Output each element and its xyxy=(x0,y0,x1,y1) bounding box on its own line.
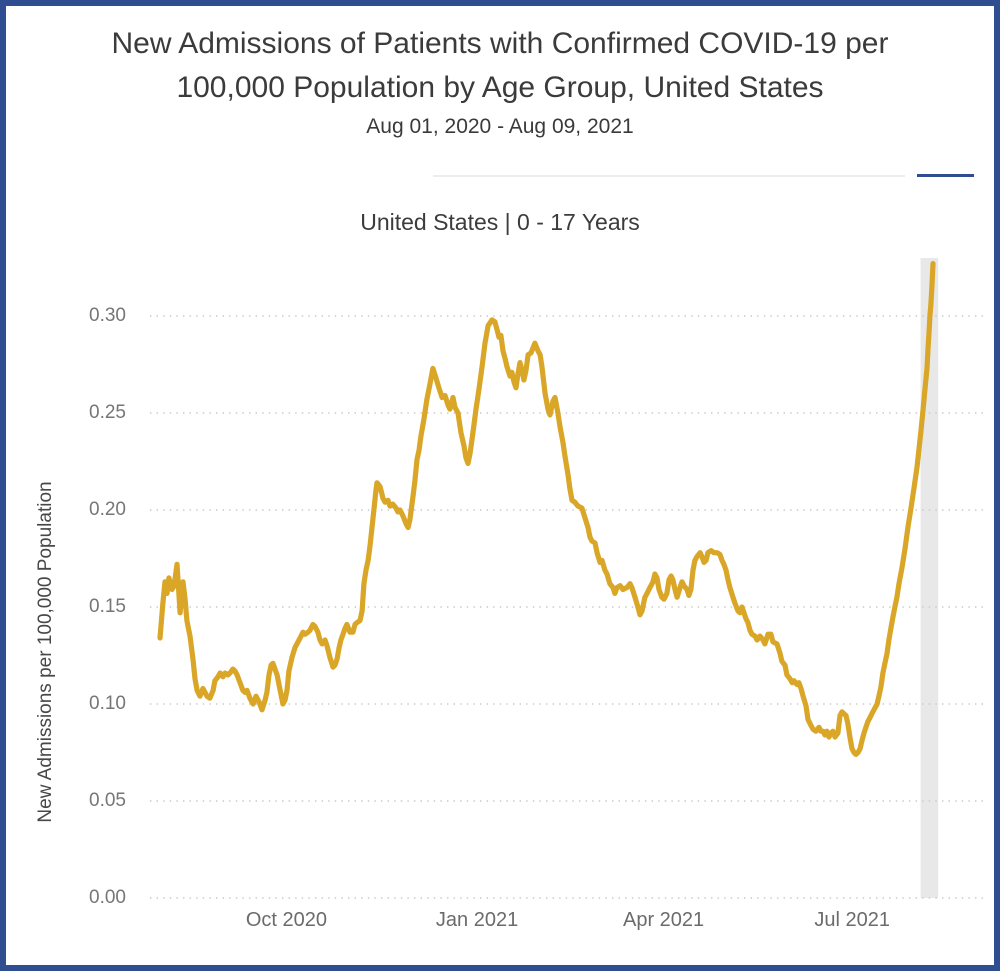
x-tick-label-oct-2020: Oct 2020 xyxy=(245,909,327,931)
y-tick-label-0.00: 0.00 xyxy=(89,887,126,908)
y-tick-label-0.25: 0.25 xyxy=(89,402,126,423)
page-title-line2: 100,000 Population by Age Group, United … xyxy=(176,71,824,104)
y-tick-label-0.15: 0.15 xyxy=(89,596,126,617)
x-tick-label-jul-2021: Jul 2021 xyxy=(814,909,890,931)
data-line[interactable] xyxy=(157,261,936,758)
y-tick-label-0.05: 0.05 xyxy=(89,790,126,811)
x-tick-label-jan-2021: Jan 2021 xyxy=(435,909,519,931)
recent-data-highlight-band xyxy=(920,258,939,898)
y-tick-label-0.30: 0.30 xyxy=(89,305,126,326)
x-tick-label-apr-2021: Apr 2021 xyxy=(622,909,705,931)
chart-subtitle: United States | 0 - 17 Years xyxy=(360,209,640,235)
horizontal-scrollbar-thumb[interactable] xyxy=(917,174,974,177)
page-title-line1: New Admissions of Patients with Confirme… xyxy=(111,27,889,60)
horizontal-scrollbar-track xyxy=(433,175,905,177)
y-tick-label-0.10: 0.10 xyxy=(89,693,126,714)
date-range-subtitle: Aug 01, 2020 - Aug 09, 2021 xyxy=(366,115,634,138)
y-tick-label-0.20: 0.20 xyxy=(89,499,126,520)
